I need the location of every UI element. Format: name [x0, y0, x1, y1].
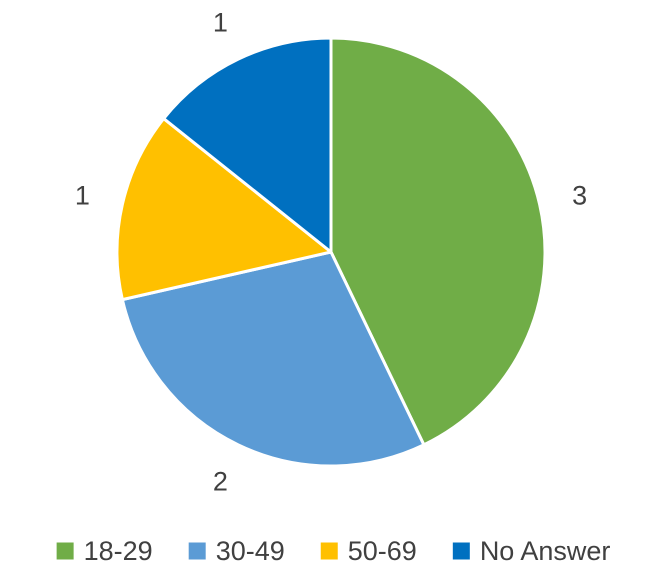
pie-slice-50-69	[115, 117, 333, 302]
legend-swatch-30-49	[188, 542, 206, 560]
pie-slice-18-29	[329, 36, 547, 447]
data-label-30-49: 2	[213, 467, 228, 497]
legend-label-no-answer: No Answer	[480, 536, 611, 566]
pie-slice-30-49	[120, 250, 426, 468]
legend-item-18-29: 18-29	[56, 536, 153, 566]
legend-swatch-no-answer	[452, 542, 470, 560]
legend-swatch-50-69	[320, 542, 338, 560]
legend-label-50-69: 50-69	[348, 536, 417, 566]
pie-slices	[115, 36, 547, 468]
legend-item-50-69: 50-69	[320, 536, 417, 566]
legend-item-30-49: 30-49	[188, 536, 285, 566]
legend-label-18-29: 18-29	[84, 536, 153, 566]
data-label-50-69: 1	[75, 180, 90, 210]
pie-slice-no-answer	[162, 36, 333, 254]
legend-label-30-49: 30-49	[216, 536, 285, 566]
legend-item-no-answer: No Answer	[452, 536, 611, 566]
data-label-18-29: 3	[572, 180, 587, 210]
chart-legend: 18-29 30-49 50-69 No Answer	[56, 536, 611, 566]
legend-swatch-18-29	[56, 542, 74, 560]
data-label-no-answer: 1	[213, 7, 228, 37]
pie-data-labels: 3 2 1 1	[75, 7, 587, 496]
